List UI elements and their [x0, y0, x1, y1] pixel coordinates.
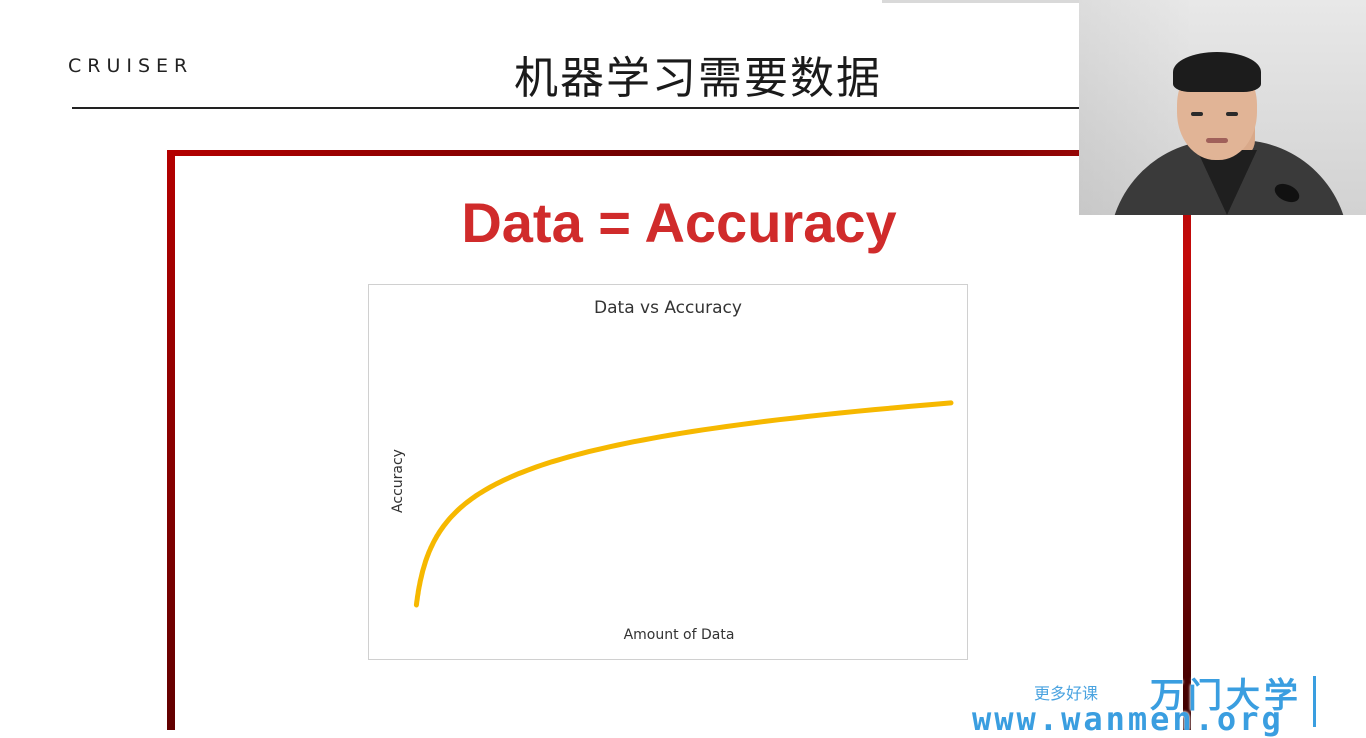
chart-series-line — [413, 400, 954, 608]
chart-y-axis-label: Accuracy — [390, 449, 406, 513]
presenter-eye-left — [1191, 112, 1203, 116]
image-frame-inner: Data = Accuracy Data vs Accuracy Amount … — [175, 156, 1183, 730]
image-frame: Data = Accuracy Data vs Accuracy Amount … — [167, 150, 1191, 730]
header-divider — [72, 107, 1082, 109]
headline: Data = Accuracy — [461, 191, 897, 254]
top-edge-bar — [882, 0, 1172, 3]
cruiser-logo: CRUISER — [68, 55, 194, 77]
watermark-brand: 万门大学 — [1150, 676, 1302, 716]
watermark-divider — [1313, 676, 1316, 727]
chart-svg: Data vs Accuracy Amount of Data Accuracy — [390, 298, 954, 643]
chart-x-axis-label: Amount of Data — [624, 627, 735, 643]
chart-title: Data vs Accuracy — [594, 298, 742, 318]
presenter-eye-right — [1226, 112, 1238, 116]
watermark-url: www.wanmen.org — [972, 700, 1284, 738]
chart: Data vs Accuracy Amount of Data Accuracy — [368, 284, 968, 660]
presenter-hair — [1173, 52, 1261, 92]
webcam-overlay — [1079, 0, 1366, 215]
watermark-tagline: 更多好课 — [1034, 684, 1099, 703]
presenter-mouth — [1206, 138, 1228, 143]
slide-title: 机器学习需要数据 — [514, 53, 882, 104]
